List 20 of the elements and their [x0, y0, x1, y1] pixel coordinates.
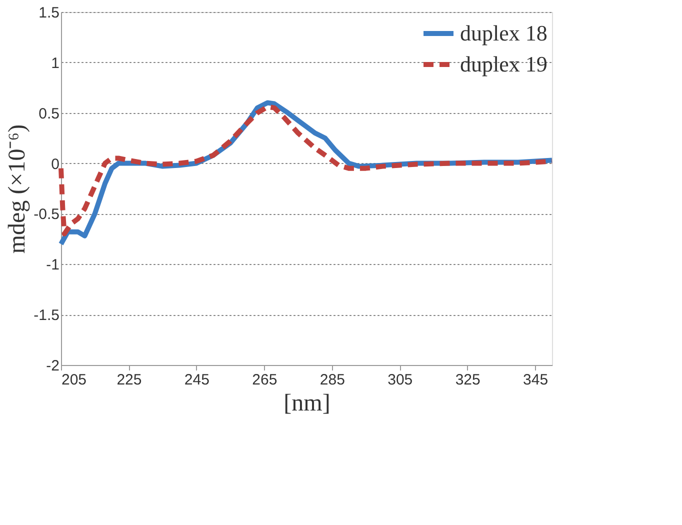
x-axis-title: [nm] — [284, 390, 330, 416]
x-tick-label: 325 — [455, 372, 480, 388]
y-tick-label: -1.5 — [34, 307, 60, 324]
y-tick-label: 0 — [51, 156, 60, 173]
x-tick-label: 285 — [320, 372, 345, 388]
y-tick-label: -1 — [46, 256, 60, 274]
y-tick-label: 1 — [51, 54, 60, 72]
y-tick-label: 0.5 — [38, 105, 60, 122]
y-tick-label: -0.5 — [34, 206, 60, 224]
y-tick-label: 1.5 — [38, 4, 60, 22]
legend-label: duplex 19 — [460, 52, 548, 76]
x-tick-label: 205 — [62, 372, 87, 388]
x-tick-label: 305 — [388, 372, 413, 388]
x-tick-label: 265 — [252, 372, 278, 388]
x-tick-label: 245 — [184, 372, 210, 388]
x-tick-label: 225 — [116, 372, 142, 388]
legend-label: duplex 18 — [460, 20, 548, 46]
y-tick-label: -2 — [46, 358, 60, 374]
x-tick-label: 345 — [523, 372, 548, 388]
y-axis-title: mdeg (×10⁻⁶) — [4, 124, 31, 254]
